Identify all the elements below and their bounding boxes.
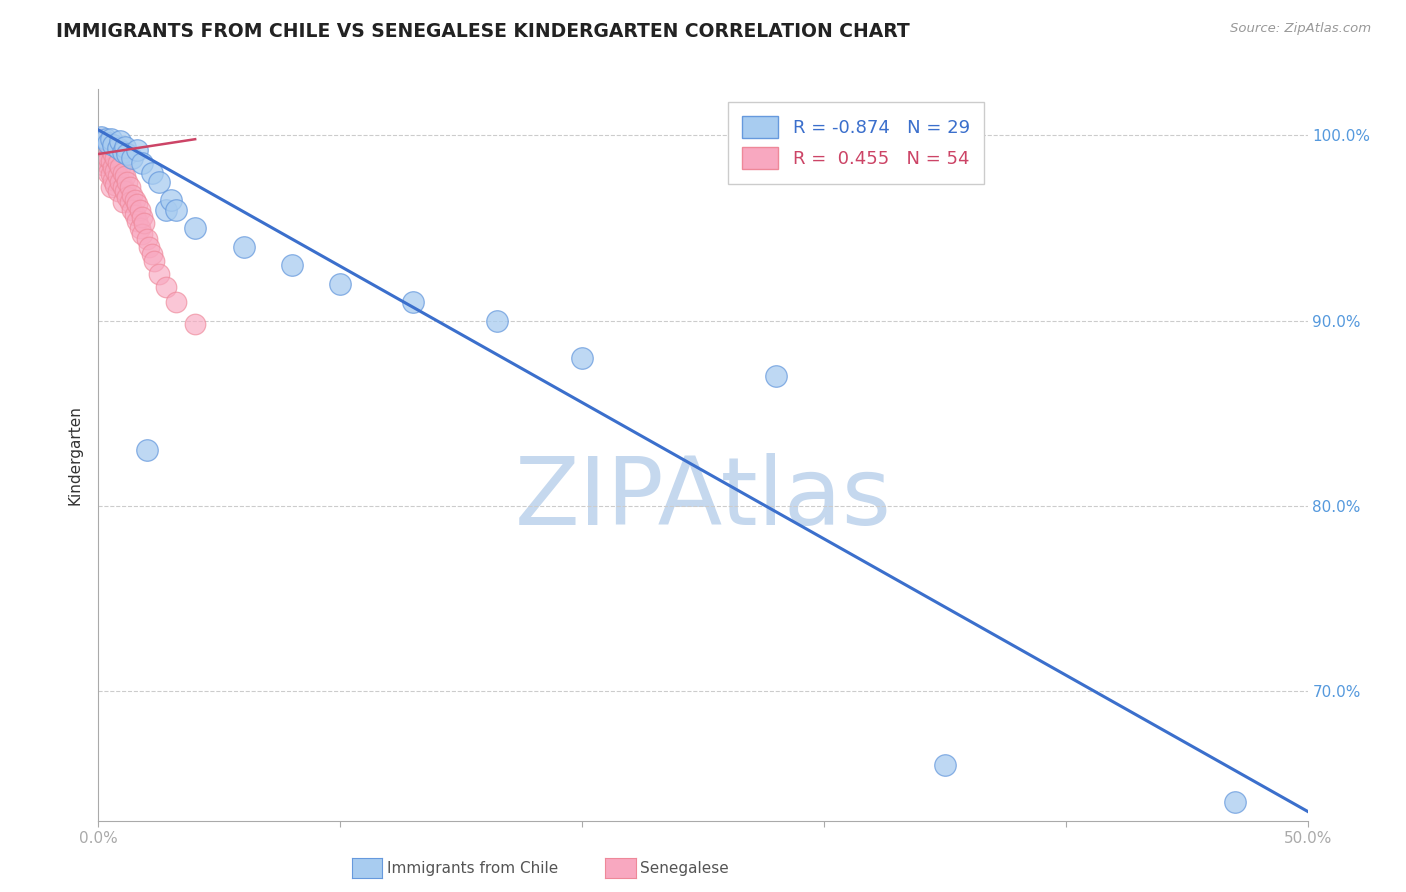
Point <box>117 147 139 161</box>
Point <box>97 151 120 165</box>
Point <box>121 187 143 202</box>
Point <box>128 202 150 217</box>
Point <box>97 139 120 153</box>
Text: ZIPAtlas: ZIPAtlas <box>515 453 891 545</box>
Text: Source: ZipAtlas.com: Source: ZipAtlas.com <box>1230 22 1371 36</box>
Point <box>101 137 124 152</box>
Point <box>90 132 112 146</box>
Point <box>128 221 150 235</box>
Point <box>141 247 163 261</box>
Point <box>104 151 127 165</box>
Point <box>155 202 177 217</box>
Point <box>127 144 149 158</box>
Point <box>104 163 127 178</box>
Point <box>100 154 122 169</box>
Y-axis label: Kindergarten: Kindergarten <box>67 405 83 505</box>
Point <box>111 165 134 179</box>
Point <box>121 202 143 217</box>
Point <box>148 175 170 189</box>
Point <box>118 195 141 210</box>
Point <box>101 147 124 161</box>
Point <box>91 149 114 163</box>
Point <box>94 145 117 160</box>
Point <box>141 165 163 179</box>
Point <box>232 239 254 253</box>
Point <box>138 239 160 253</box>
Point <box>91 136 114 150</box>
Point <box>108 160 131 174</box>
Point <box>486 313 509 327</box>
Point <box>117 175 139 189</box>
Point <box>111 180 134 194</box>
Point <box>91 158 114 172</box>
Point <box>184 221 207 235</box>
Point <box>281 258 304 272</box>
Point <box>1223 795 1246 809</box>
Point <box>148 268 170 282</box>
Point <box>104 178 127 193</box>
Point <box>100 132 122 146</box>
Point <box>134 215 156 229</box>
Point <box>97 165 120 179</box>
Text: Immigrants from Chile: Immigrants from Chile <box>387 862 558 876</box>
Point <box>184 318 207 332</box>
Point <box>118 180 141 194</box>
Point <box>765 369 787 384</box>
Point <box>114 139 136 153</box>
Point <box>571 351 593 365</box>
Point <box>131 227 153 241</box>
Point <box>101 160 124 174</box>
Point <box>127 197 149 211</box>
Point <box>160 194 183 208</box>
Point <box>107 184 129 198</box>
Point <box>100 167 122 181</box>
Point <box>97 136 120 150</box>
Point <box>155 280 177 294</box>
Point <box>117 189 139 203</box>
Point <box>127 213 149 227</box>
Point <box>101 173 124 187</box>
Point <box>131 156 153 170</box>
Point <box>165 202 187 217</box>
Point <box>100 144 122 158</box>
Point <box>94 156 117 170</box>
Point <box>402 295 425 310</box>
Legend: R = -0.874   N = 29, R =  0.455   N = 54: R = -0.874 N = 29, R = 0.455 N = 54 <box>727 102 984 184</box>
Point <box>94 132 117 146</box>
Point <box>94 134 117 148</box>
Point <box>107 169 129 184</box>
Point <box>124 194 146 208</box>
Point <box>143 254 166 268</box>
Point <box>131 210 153 224</box>
Point <box>107 141 129 155</box>
Point <box>114 169 136 184</box>
Point <box>329 277 352 291</box>
Point <box>135 232 157 246</box>
Point <box>114 184 136 198</box>
Point <box>124 208 146 222</box>
Point <box>111 145 134 160</box>
Point <box>121 151 143 165</box>
Point <box>100 180 122 194</box>
Point <box>90 130 112 145</box>
Point <box>108 134 131 148</box>
Point <box>111 195 134 210</box>
Text: IMMIGRANTS FROM CHILE VS SENEGALESE KINDERGARTEN CORRELATION CHART: IMMIGRANTS FROM CHILE VS SENEGALESE KIND… <box>56 22 910 41</box>
Point <box>165 295 187 310</box>
Text: Senegalese: Senegalese <box>640 862 728 876</box>
Point <box>108 175 131 189</box>
Point <box>107 156 129 170</box>
Point <box>90 141 112 155</box>
Point <box>135 443 157 458</box>
Point <box>934 758 956 772</box>
